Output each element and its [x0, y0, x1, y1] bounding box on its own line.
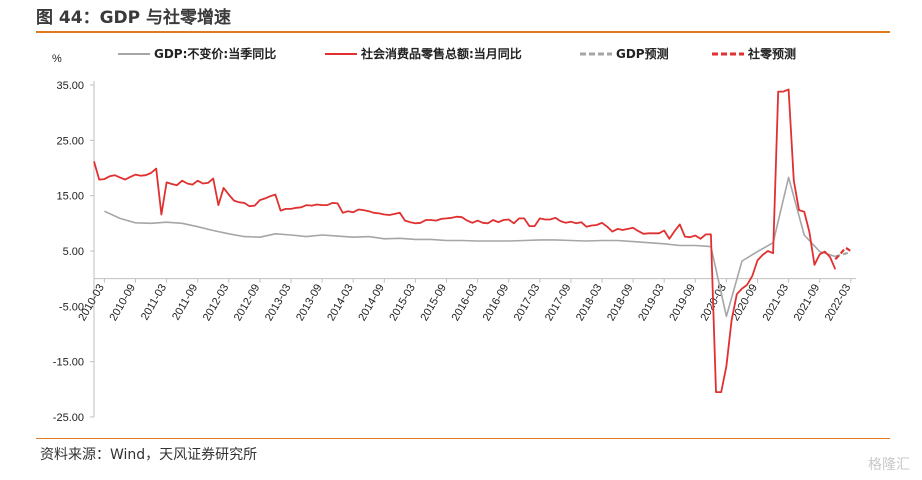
source-note: 资料来源：Wind，天风证券研究所 — [40, 447, 258, 463]
x-tick-label: 2016-09 — [481, 282, 512, 323]
series-line-2 — [93, 88, 837, 394]
title-divider — [36, 31, 890, 33]
x-tick-label: 2014-03 — [325, 282, 356, 323]
y-tick-label: -25.00 — [53, 412, 84, 424]
x-tick-label: 2013-09 — [294, 282, 325, 323]
legend-label-3: GDP预测 — [616, 46, 669, 61]
y-tick-label: 25.00 — [56, 135, 84, 147]
x-tick-label: 2017-09 — [543, 282, 574, 323]
chart-title: 图 44：GDP 与社零增速 — [36, 8, 232, 28]
x-tick-label: 2018-03 — [574, 282, 605, 323]
x-tick-label: 2012-03 — [201, 282, 232, 323]
x-tick-label: 2016-03 — [450, 282, 481, 323]
series-line-1 — [104, 176, 836, 318]
x-tick-label: 2019-09 — [667, 282, 698, 323]
y-tick-label: 5.00 — [63, 246, 84, 258]
x-tick-label: 2010-09 — [107, 282, 138, 323]
watermark-logo: 格隆汇 — [868, 457, 910, 473]
x-tick-label: 2015-09 — [419, 282, 450, 323]
x-tick-label: 2019-03 — [636, 282, 667, 323]
x-tick-label: 2018-09 — [605, 282, 636, 323]
y-tick-label: 35.00 — [56, 80, 84, 92]
x-tick-label: 2021-09 — [792, 282, 823, 323]
y-tick-label: -5.00 — [59, 301, 84, 313]
y-tick-label: 15.00 — [56, 191, 84, 203]
x-tick-label: 2021-03 — [761, 282, 792, 323]
footer-divider — [36, 438, 890, 439]
legend-label-1: GDP:不变价:当季同比 — [154, 46, 276, 61]
y-axis-unit-label: % — [52, 53, 62, 65]
x-tick-label: 2011-03 — [139, 282, 169, 322]
x-tick-label: 2017-03 — [512, 282, 543, 323]
legend-label-4: 社零预测 — [747, 46, 796, 61]
x-tick-label: 2015-03 — [387, 282, 418, 323]
x-tick-label: 2011-09 — [170, 282, 200, 322]
x-tick-label: 2014-09 — [356, 282, 387, 323]
x-tick-label: 2022-03 — [823, 282, 854, 323]
y-tick-label: -15.00 — [53, 357, 84, 369]
x-tick-label: 2013-03 — [263, 282, 294, 323]
legend-label-2: 社会消费品零售总额:当月同比 — [360, 46, 522, 61]
series-line-4 — [834, 246, 852, 261]
line-chart: % GDP:不变价:当季同比 社会消费品零售总额:当月同比 GDP预测 社零预测 35… — [52, 46, 856, 424]
x-tick-label: 2012-09 — [232, 282, 263, 323]
